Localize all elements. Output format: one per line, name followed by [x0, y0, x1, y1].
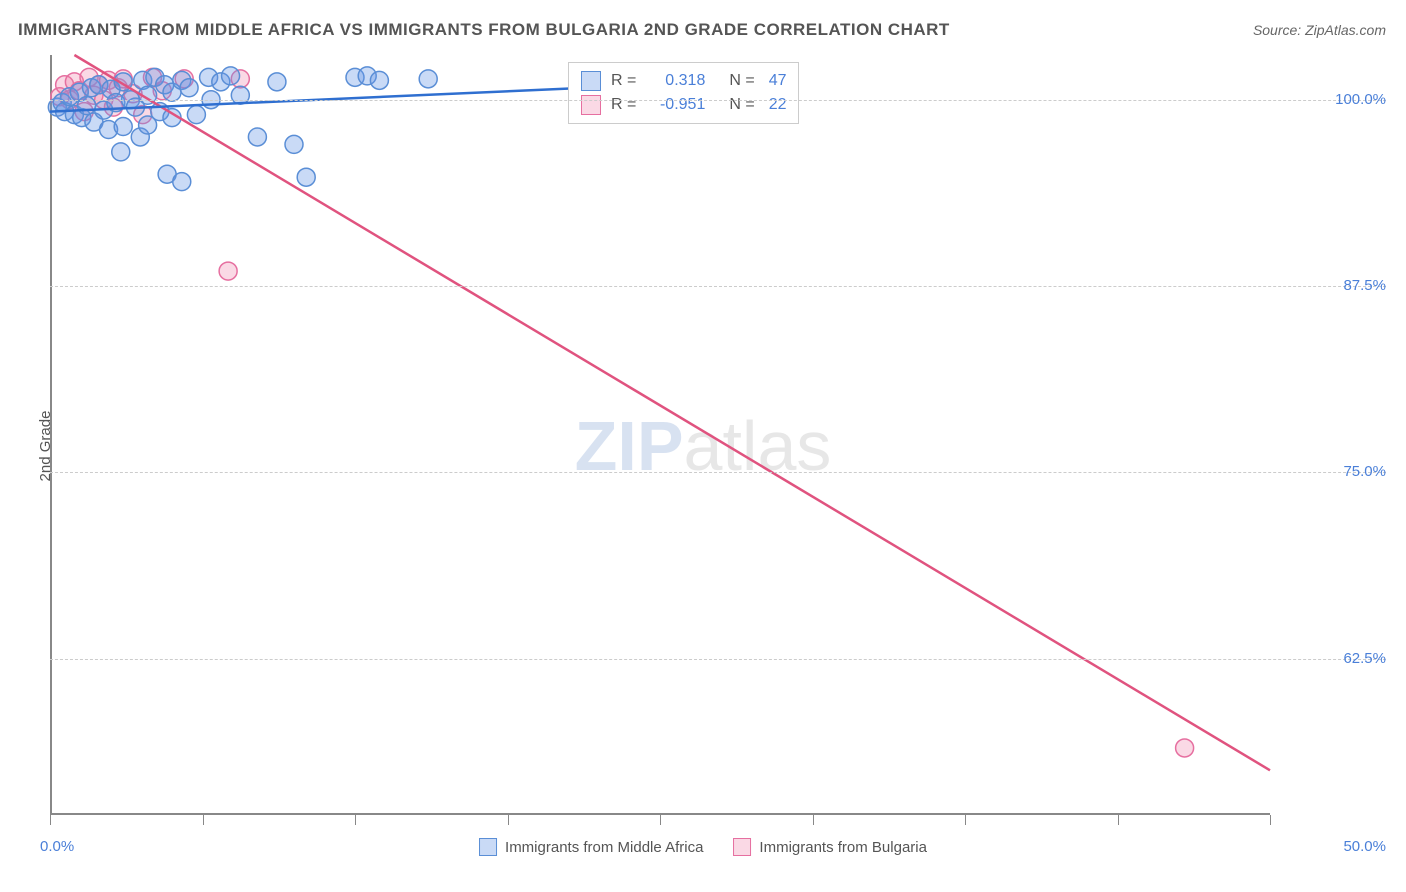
x-tick [508, 815, 509, 825]
data-point [370, 71, 388, 89]
data-point [231, 86, 249, 104]
data-point [219, 262, 237, 280]
legend-swatch-pink [733, 838, 751, 856]
x-tick [660, 815, 661, 825]
data-point [114, 118, 132, 136]
x-axis-max-label: 50.0% [1343, 838, 1386, 855]
x-tick [50, 815, 51, 825]
trend-line [74, 55, 1270, 770]
data-point [1176, 739, 1194, 757]
gridline-h [50, 100, 1386, 101]
y-tick-label: 87.5% [1343, 277, 1386, 294]
data-point [222, 67, 240, 85]
legend-swatch-blue [479, 838, 497, 856]
chart-title: IMMIGRANTS FROM MIDDLE AFRICA VS IMMIGRA… [18, 20, 950, 40]
data-point [187, 106, 205, 124]
x-tick [203, 815, 204, 825]
data-point [419, 70, 437, 88]
stats-r-value-pink: -0.951 [650, 96, 705, 114]
data-point [248, 128, 266, 146]
data-point [173, 173, 191, 191]
x-tick [355, 815, 356, 825]
legend-label-pink: Immigrants from Bulgaria [759, 839, 927, 856]
stats-r-label: R = [611, 96, 636, 114]
stats-n-label: N = [729, 96, 754, 114]
data-point [112, 143, 130, 161]
gridline-h [50, 286, 1386, 287]
stats-r-value-blue: 0.318 [650, 72, 705, 90]
legend-label-blue: Immigrants from Middle Africa [505, 839, 703, 856]
stats-r-label: R = [611, 72, 636, 90]
data-point [180, 79, 198, 97]
y-tick-label: 100.0% [1335, 91, 1386, 108]
data-point [268, 73, 286, 91]
stats-row-blue: R = 0.318 N = 47 [581, 69, 786, 93]
gridline-h [50, 659, 1386, 660]
data-point [285, 135, 303, 153]
stats-swatch-pink [581, 95, 601, 115]
stats-row-pink: R = -0.951 N = 22 [581, 93, 786, 117]
source-attribution: Source: ZipAtlas.com [1253, 22, 1386, 38]
legend: Immigrants from Middle Africa Immigrants… [479, 838, 927, 856]
x-tick [813, 815, 814, 825]
x-tick [965, 815, 966, 825]
stats-n-value-blue: 47 [769, 72, 787, 90]
scatter-svg [50, 55, 1270, 815]
stats-n-label: N = [729, 72, 754, 90]
stats-n-value-pink: 22 [769, 96, 787, 114]
x-tick [1270, 815, 1271, 825]
legend-item-blue: Immigrants from Middle Africa [479, 838, 703, 856]
stats-swatch-blue [581, 71, 601, 91]
y-tick-label: 62.5% [1343, 650, 1386, 667]
correlation-stats-box: R = 0.318 N = 47 R = -0.951 N = 22 [568, 62, 799, 124]
gridline-h [50, 472, 1386, 473]
x-tick [1118, 815, 1119, 825]
data-point [297, 168, 315, 186]
y-tick-label: 75.0% [1343, 463, 1386, 480]
x-axis-min-label: 0.0% [40, 838, 74, 855]
legend-item-pink: Immigrants from Bulgaria [733, 838, 927, 856]
